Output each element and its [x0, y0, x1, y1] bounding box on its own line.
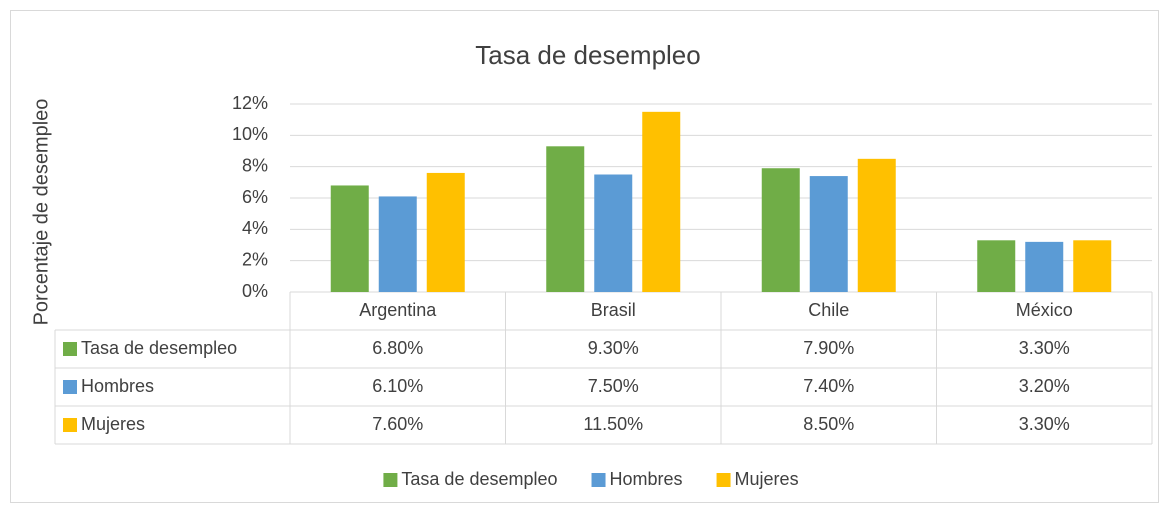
table-cell: 9.30%	[588, 338, 639, 358]
table-cell: 6.80%	[372, 338, 423, 358]
y-tick-label: 0%	[242, 281, 268, 301]
table-cell: 8.50%	[803, 414, 854, 434]
table-row-label: Mujeres	[81, 414, 145, 434]
bar	[857, 158, 896, 292]
table-row-label: Tasa de desempleo	[81, 338, 237, 358]
table-cell: 7.90%	[803, 338, 854, 358]
bar	[809, 176, 848, 292]
bar	[546, 146, 585, 292]
chart-title: Tasa de desempleo	[475, 40, 700, 70]
table-cell: 7.40%	[803, 376, 854, 396]
bar	[977, 240, 1016, 292]
x-tick-label: Argentina	[359, 300, 437, 320]
table-legend-key	[63, 418, 77, 432]
table-cell: 3.30%	[1019, 414, 1070, 434]
bar	[330, 185, 369, 292]
y-tick-label: 12%	[232, 93, 268, 113]
bar	[1073, 240, 1112, 292]
x-tick-label: México	[1016, 300, 1073, 320]
bar	[1025, 241, 1064, 292]
y-tick-label: 8%	[242, 155, 268, 175]
table-cell: 7.50%	[588, 376, 639, 396]
x-tick-label: Chile	[808, 300, 849, 320]
x-tick-label: Brasil	[591, 300, 636, 320]
legend-key	[716, 473, 731, 487]
bar	[761, 168, 800, 292]
chart-border	[10, 10, 1159, 503]
table-legend-key	[63, 380, 77, 394]
legend-key	[591, 473, 606, 487]
y-tick-label: 6%	[242, 187, 268, 207]
y-tick-label: 2%	[242, 249, 268, 269]
legend-label: Tasa de desempleo	[401, 469, 557, 489]
table-cell: 3.20%	[1019, 376, 1070, 396]
table-cell: 6.10%	[372, 376, 423, 396]
bar	[426, 172, 465, 292]
bar	[378, 196, 417, 292]
bar	[642, 111, 681, 292]
table-cell: 7.60%	[372, 414, 423, 434]
bar	[594, 174, 633, 292]
legend-label: Mujeres	[735, 469, 799, 489]
y-axis-label: Porcentaje de desempleo	[30, 99, 52, 326]
y-tick-label: 10%	[232, 124, 268, 144]
legend-label: Hombres	[610, 469, 683, 489]
table-cell: 3.30%	[1019, 338, 1070, 358]
y-tick-label: 4%	[242, 218, 268, 238]
table-legend-key	[63, 342, 77, 356]
legend-key	[383, 473, 398, 487]
table-cell: 11.50%	[583, 414, 643, 434]
table-row-label: Hombres	[81, 376, 154, 396]
